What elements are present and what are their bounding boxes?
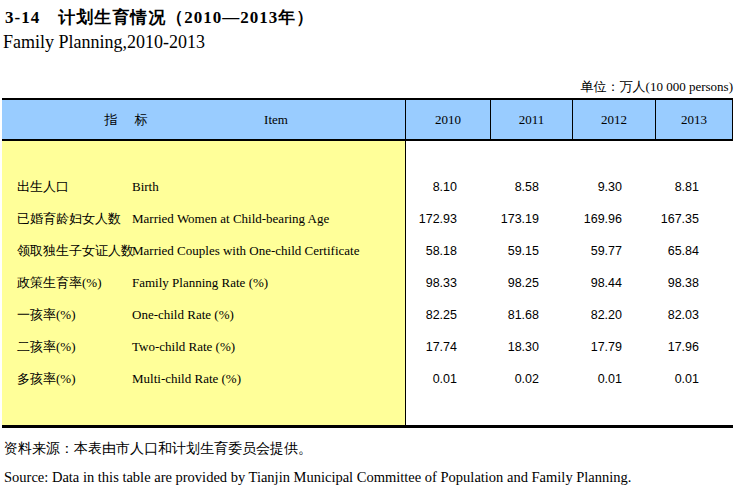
indicator-label-chinese: 一孩率(%)	[2, 306, 132, 324]
indicator-label-english: Family Planning Rate (%)	[132, 275, 391, 291]
header-cell-year-2011: 2011	[491, 100, 573, 139]
value-2012: 0.01	[558, 372, 641, 386]
value-2013: 65.84	[641, 244, 718, 258]
indicator-label-chinese: 出生人口	[2, 178, 132, 196]
table-number-and-title-chinese: 3-14 计划生育情况（2010—2013年）	[5, 6, 314, 29]
header-cell-year-2013: 2013	[656, 100, 733, 139]
value-2010: 98.33	[391, 276, 476, 290]
value-2011: 59.15	[476, 244, 558, 258]
value-2011: 18.30	[476, 340, 558, 354]
table-rows: 出生人口 Birth 8.10 8.58 9.30 8.81 已婚育龄妇女人数 …	[2, 141, 733, 395]
source-note-chinese: 资料来源：本表由市人口和计划生育委员会提供。	[4, 440, 312, 458]
value-2010: 0.01	[391, 372, 476, 386]
source-note-english: Source: Data in this table are provided …	[4, 469, 631, 486]
table-row-two-child-rate: 二孩率(%) Two-child Rate (%) 17.74 18.30 17…	[2, 331, 733, 363]
header-cell-year-2010: 2010	[406, 100, 491, 139]
indicator-label-chinese: 领取独生子女证人数	[2, 242, 132, 260]
table-row-one-child-certificate: 领取独生子女证人数 Married Couples with One-child…	[2, 235, 733, 267]
family-planning-table: 指 标 Item 2010 2011 2012 2013 出生人口 Birth …	[2, 98, 733, 428]
value-2013: 17.96	[641, 340, 718, 354]
value-2013: 8.81	[641, 180, 718, 194]
value-2013: 98.38	[641, 276, 718, 290]
value-2012: 59.77	[558, 244, 641, 258]
indicator-label-english: Married Women at Child-bearing Age	[132, 211, 391, 227]
value-2010: 8.10	[391, 180, 476, 194]
value-2012: 169.96	[558, 212, 641, 226]
value-2010: 82.25	[391, 308, 476, 322]
table-row-birth: 出生人口 Birth 8.10 8.58 9.30 8.81	[2, 171, 733, 203]
value-2010: 17.74	[391, 340, 476, 354]
indicator-label-english: Birth	[132, 179, 391, 195]
table-row-married-women: 已婚育龄妇女人数 Married Women at Child-bearing …	[2, 203, 733, 235]
header-cell-year-2012: 2012	[573, 100, 656, 139]
indicator-label-chinese: 已婚育龄妇女人数	[2, 210, 132, 228]
header-cell-indicator: 指 标 Item	[2, 100, 406, 139]
value-2012: 9.30	[558, 180, 641, 194]
value-2011: 173.19	[476, 212, 558, 226]
value-2013: 82.03	[641, 308, 718, 322]
value-2011: 8.58	[476, 180, 558, 194]
table-row-one-child-rate: 一孩率(%) One-child Rate (%) 82.25 81.68 82…	[2, 299, 733, 331]
value-2012: 98.44	[558, 276, 641, 290]
header-indicator-english: Item	[147, 112, 405, 128]
value-2011: 98.25	[476, 276, 558, 290]
value-2010: 172.93	[391, 212, 476, 226]
value-2011: 81.68	[476, 308, 558, 322]
indicator-label-english: Two-child Rate (%)	[132, 339, 391, 355]
value-2012: 82.20	[558, 308, 641, 322]
value-2013: 0.01	[641, 372, 718, 386]
value-2010: 58.18	[391, 244, 476, 258]
indicator-label-english: Multi-child Rate (%)	[132, 371, 391, 387]
table-row-multi-child-rate: 多孩率(%) Multi-child Rate (%) 0.01 0.02 0.…	[2, 363, 733, 395]
table-body: 出生人口 Birth 8.10 8.58 9.30 8.81 已婚育龄妇女人数 …	[2, 141, 733, 425]
indicator-label-chinese: 多孩率(%)	[2, 370, 132, 388]
value-2011: 0.02	[476, 372, 558, 386]
indicator-label-chinese: 二孩率(%)	[2, 338, 132, 356]
indicator-label-english: One-child Rate (%)	[132, 307, 391, 323]
indicator-label-english: Married Couples with One-child Certifica…	[132, 243, 391, 259]
value-2012: 17.79	[558, 340, 641, 354]
indicator-label-chinese: 政策生育率(%)	[2, 274, 132, 292]
unit-note: 单位：万人(10 000 persons)	[581, 78, 733, 96]
table-header-row: 指 标 Item 2010 2011 2012 2013	[2, 100, 733, 141]
table-title-english: Family Planning,2010-2013	[3, 32, 205, 53]
table-row-family-planning-rate: 政策生育率(%) Family Planning Rate (%) 98.33 …	[2, 267, 733, 299]
value-2013: 167.35	[641, 212, 718, 226]
